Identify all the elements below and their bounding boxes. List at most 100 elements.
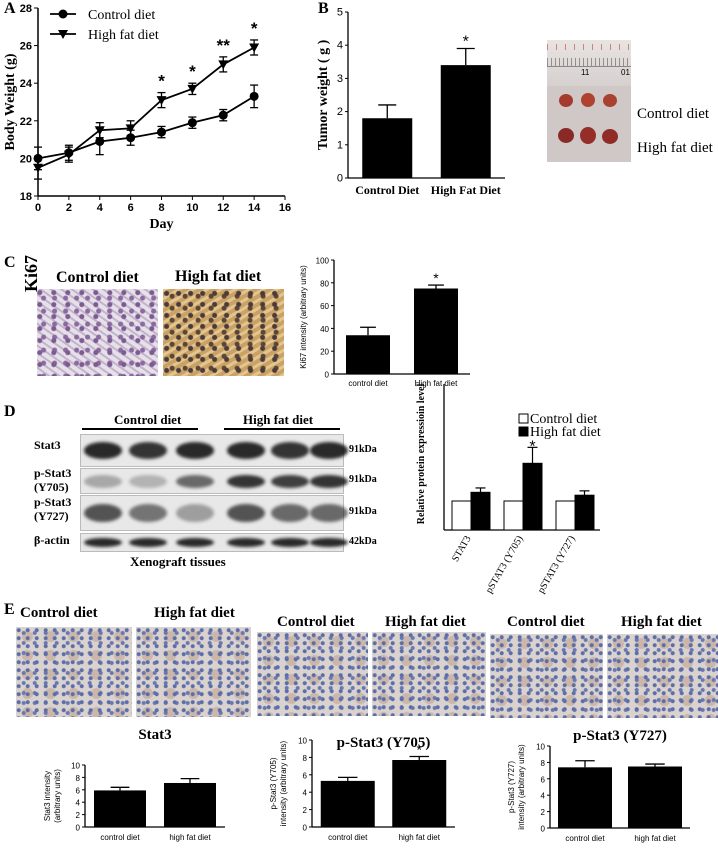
y-tick-label: 6 xyxy=(303,771,308,780)
photo-control-label: Control diet xyxy=(637,106,710,122)
ihc-label-3: High fat diet xyxy=(385,614,466,630)
y-tick-label: 18 xyxy=(20,191,32,203)
bar xyxy=(558,767,612,828)
y-tick-label: 6 xyxy=(76,786,81,795)
blot-band xyxy=(227,504,265,522)
y-axis-title: p-Stat3 (Y705) xyxy=(269,757,278,809)
ihc-image-5 xyxy=(607,634,718,718)
category-label: High Fat Diet xyxy=(431,183,501,197)
y-tick-label: 0 xyxy=(303,824,308,833)
category-label: control diet xyxy=(100,833,140,842)
category-label: control diet xyxy=(348,379,388,388)
x-tick-label: 4 xyxy=(97,202,104,214)
y-tick-label: 0 xyxy=(76,824,81,833)
significance-mark: * xyxy=(433,270,439,286)
blot-band xyxy=(310,537,348,548)
significance-mark: * xyxy=(251,19,258,38)
chart-title: p-Stat3 (Y705) xyxy=(337,735,431,751)
bar xyxy=(628,766,682,828)
significance-mark: * xyxy=(463,34,469,51)
y-tick-label: 4 xyxy=(541,792,546,801)
y-tick-label: 8 xyxy=(76,774,81,783)
blot-band xyxy=(176,442,214,459)
y-tick-label: 80 xyxy=(320,279,329,288)
y-tick-label: 10 xyxy=(298,737,307,746)
x-tick-label: 10 xyxy=(186,202,198,214)
y-axis-title: Relative protein expressioin level xyxy=(416,384,427,525)
blot-group-label-hfd: High fat diet xyxy=(243,412,314,427)
blot-band xyxy=(271,442,309,459)
bar-hfd xyxy=(574,494,595,531)
significance-mark: * xyxy=(158,72,165,91)
legend-marker-triangle xyxy=(58,30,68,39)
y-tick-label: 0 xyxy=(337,173,343,185)
data-point-triangle xyxy=(156,96,167,106)
data-point-circle xyxy=(157,127,166,137)
data-point-triangle xyxy=(249,43,260,53)
blot-band xyxy=(84,537,122,548)
x-tick-label: 6 xyxy=(128,202,134,214)
ruler-line xyxy=(547,66,631,67)
x-tick-label: 16 xyxy=(279,202,291,214)
y-tick-label: 1 xyxy=(337,139,343,151)
western-blot: Control diet High fat diet Stat3 91kDa p-Sta… xyxy=(0,400,410,590)
data-point-triangle xyxy=(94,126,105,136)
series-line-1 xyxy=(37,46,255,169)
blot-group-line-hfd xyxy=(224,428,340,430)
x-tick-label: 12 xyxy=(217,202,229,214)
y-axis-title: (arbitrary units) xyxy=(53,769,62,823)
category-label: high fat diet xyxy=(634,834,676,843)
blot-band xyxy=(271,474,309,488)
tumor-hfd-3 xyxy=(602,129,618,144)
y-axis-title: Ki67 intensity (arbitrary units) xyxy=(299,265,308,369)
category-label: pSTAT3 (Y727) xyxy=(536,534,578,595)
ki67-control-label: Control diet xyxy=(56,269,139,286)
bar xyxy=(346,335,390,374)
blot-row-label-0: Stat3 xyxy=(34,438,61,452)
legend-label: Control diet xyxy=(88,8,155,23)
y-axis-title: intensity (arbitrary units) xyxy=(279,740,288,826)
bar-control xyxy=(555,500,576,531)
significance-mark: * xyxy=(529,438,535,455)
bar xyxy=(94,790,146,827)
blot-row-label-2: p-Stat3 (Y727) xyxy=(34,495,72,523)
blot-band xyxy=(84,504,122,522)
category-label: STAT3 xyxy=(450,534,474,564)
ihc-label-1: High fat diet xyxy=(154,605,235,621)
legend-swatch xyxy=(518,426,529,437)
tumor-hfd-1 xyxy=(558,128,574,143)
pstat3-y705-bar-chart: p-Stat3 (Y705) 0 2 4 6 8 10 control diet high fa… xyxy=(269,735,455,842)
ihc-image-2 xyxy=(257,632,368,716)
ihc-label-2: Control diet xyxy=(277,614,355,630)
y-tick-label: 2 xyxy=(337,106,343,118)
blot-band xyxy=(227,442,265,459)
ki67-hfd-image xyxy=(163,289,284,376)
legend-label: Control diet xyxy=(530,412,597,427)
protein-expression-bar-chart: STAT3 * pSTAT3 (Y705) pSTAT3 (Y727) Relative… xyxy=(416,384,601,596)
y-axis-title: Tumor weight ( g ) xyxy=(316,39,331,150)
y-axis-title: intensity (arbitrary units) xyxy=(517,744,526,830)
ki67-bar-chart: 0 20 40 60 80 100 control diet High fat diet * Ki… xyxy=(299,257,470,388)
blot-band xyxy=(84,442,122,459)
y-tick-label: 4 xyxy=(76,799,81,808)
data-point-circle xyxy=(95,136,105,146)
y-tick-label: 100 xyxy=(316,257,330,266)
blot-band xyxy=(271,537,309,548)
bar xyxy=(440,65,491,178)
significance-mark: * xyxy=(417,742,423,758)
x-tick-label: 8 xyxy=(158,202,164,214)
y-tick-label: 3 xyxy=(337,73,343,85)
y-tick-label: 2 xyxy=(541,808,546,817)
y-tick-label: 28 xyxy=(20,3,32,15)
bar-hfd xyxy=(470,491,491,531)
y-axis-title: Body Weight (g) xyxy=(3,53,18,150)
panel-label-c: C xyxy=(4,254,16,271)
blot-band xyxy=(227,537,265,548)
data-point-circle xyxy=(218,110,228,120)
ihc-image-3 xyxy=(372,632,486,716)
blot-row-label-1: p-Stat3 (Y705) xyxy=(34,466,72,494)
y-tick-label: 6 xyxy=(541,775,546,784)
y-tick-label: 26 xyxy=(20,41,32,53)
ihc-label-5: High fat diet xyxy=(621,614,702,630)
y-tick-label: 60 xyxy=(320,302,329,311)
